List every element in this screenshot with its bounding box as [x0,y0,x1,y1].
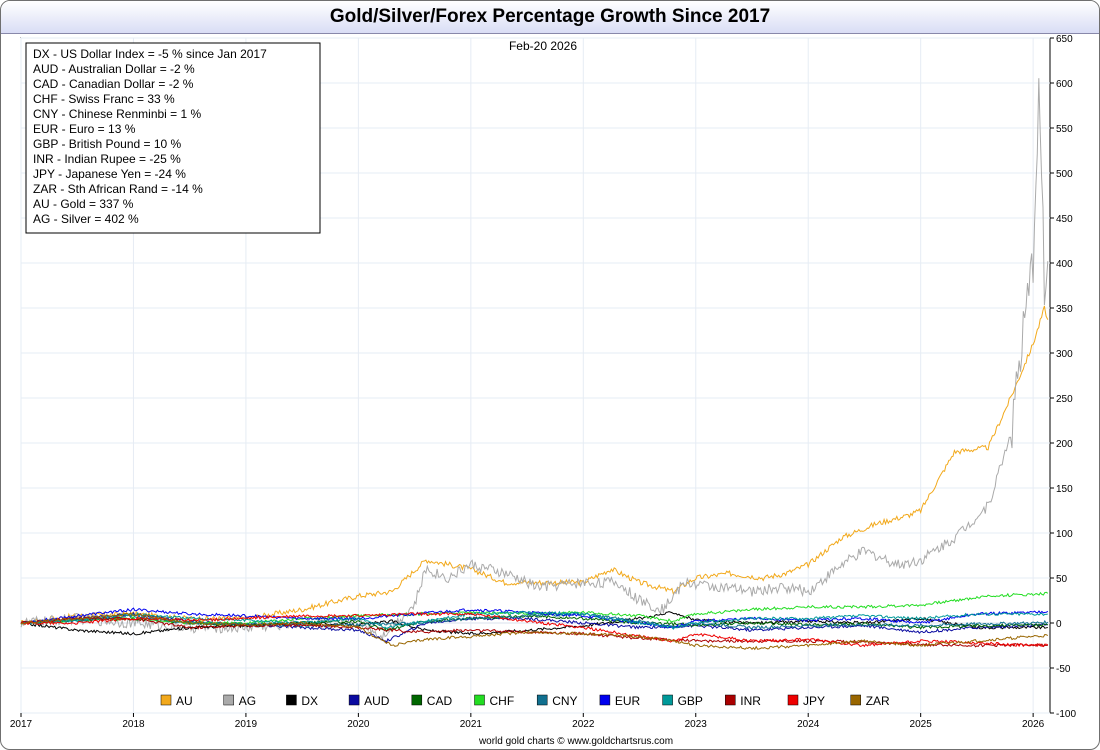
info-line: CHF - Swiss Franc = 33 % [33,92,175,106]
legend-swatch-zar [850,694,861,706]
legend-swatch-chf [474,694,485,706]
legend-label-cad: CAD [427,694,453,708]
y-tick-label: 300 [1056,349,1073,360]
x-tick-label: 2017 [10,719,33,730]
info-line: AUD - Australian Dollar = -2 % [33,62,195,76]
info-line: DX - US Dollar Index = -5 % since Jan 20… [33,47,267,61]
info-line: EUR - Euro = 13 % [33,122,136,136]
x-tick-label: 2023 [685,719,708,730]
legend-swatch-aud [348,694,360,706]
y-tick-label: 550 [1056,124,1073,135]
x-tick-label: 2026 [1022,719,1045,730]
legend-swatch-dx [286,694,297,706]
y-tick-label: -100 [1056,709,1076,720]
series-line-cny [20,612,1049,630]
y-tick-label: 600 [1056,79,1073,90]
info-line: CAD - Canadian Dollar = -2 % [33,77,194,91]
series-line-gbp [20,610,1048,630]
legend-swatch-eur [599,694,611,706]
legend-label-dx: DX [301,694,318,708]
x-tick-label: 2021 [460,719,483,730]
x-tick-label: 2022 [572,719,595,730]
legend-swatch-au [160,694,172,706]
x-tick-label: 2025 [910,719,933,730]
y-tick-label: 150 [1056,484,1073,495]
x-tick-label: 2024 [797,719,820,730]
y-tick-label: 0 [1056,619,1062,630]
legend-swatch-cny [536,694,548,706]
legend-swatch-cad [411,694,423,706]
series-line-jpy [20,612,1048,648]
y-tick-label: 200 [1056,439,1073,450]
x-tick-label: 2019 [235,719,258,730]
legend-label-gbp: GBP [678,694,703,708]
legend-label-jpy: JPY [803,694,825,708]
series-line-au [20,305,1049,627]
legend-swatch-jpy [787,694,799,706]
info-line: JPY - Japanese Yen = -24 % [33,167,186,181]
legend-label-au: AU [176,694,193,708]
legend-label-inr: INR [740,694,761,708]
legend-label-cny: CNY [552,694,577,708]
info-line: AG - Silver = 402 % [33,212,139,226]
info-line: CNY - Chinese Renminbi = 1 % [33,107,202,121]
y-tick-label: 350 [1056,304,1073,315]
date-label: Feb-20 2026 [509,39,577,53]
y-tick-label: -50 [1056,664,1071,675]
x-tick-label: 2020 [347,719,370,730]
chart-title: Gold/Silver/Forex Percentage Growth Sinc… [1,1,1099,34]
legend-label-aud: AUD [364,694,390,708]
legend-label-eur: EUR [615,694,641,708]
y-tick-label: 100 [1056,529,1073,540]
legend-swatch-inr [725,694,736,706]
x-tick-label: 2018 [122,719,145,730]
info-line: INR - Indian Rupee = -25 % [33,152,181,166]
legend-label-chf: CHF [490,694,515,708]
y-tick-label: 500 [1056,169,1073,180]
legend-swatch-ag [223,694,234,706]
info-line: GBP - British Pound = 10 % [33,137,182,151]
legend-label-zar: ZAR [866,694,890,708]
y-tick-label: 450 [1056,214,1073,225]
credit-text: world gold charts © www.goldchartsrus.co… [478,736,673,747]
info-line: ZAR - Sth African Rand = -14 % [33,182,203,196]
series-line-zar [20,611,1049,651]
y-tick-label: 650 [1056,34,1073,45]
info-box [25,42,321,234]
legend-swatch-gbp [662,694,673,706]
y-tick-label: 250 [1056,394,1073,405]
legend-label-ag: AG [239,694,256,708]
y-tick-label: 400 [1056,259,1073,270]
y-tick-label: 50 [1056,574,1068,585]
info-line: AU - Gold = 337 % [33,197,134,211]
